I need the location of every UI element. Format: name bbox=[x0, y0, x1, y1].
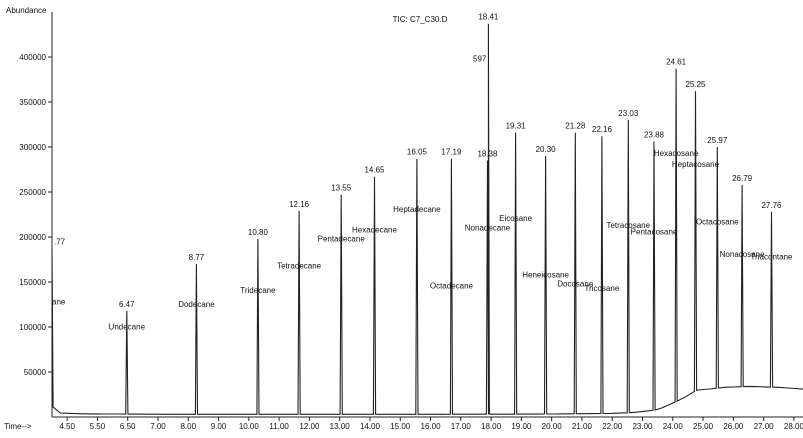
x-tick-label: 12.00 bbox=[299, 422, 320, 431]
peak-name-label: Hexacosane bbox=[654, 149, 699, 158]
peak-name-label: Tricosane bbox=[585, 284, 620, 293]
x-tick-label: 21.00 bbox=[572, 422, 593, 431]
axes-layer bbox=[48, 12, 803, 421]
tic-trace bbox=[51, 23, 803, 415]
x-tick-label: 9.00 bbox=[211, 422, 227, 431]
peak-time-label: 18.41 bbox=[478, 13, 499, 22]
x-tick-label: 27.00 bbox=[754, 422, 775, 431]
x-tick-label: 19.00 bbox=[511, 422, 532, 431]
y-tick-label: 300000 bbox=[19, 143, 46, 152]
peak-name-label: Eicosane bbox=[499, 214, 532, 223]
peak-name-label: Pentadecane bbox=[318, 235, 366, 244]
y-tick-label: 250000 bbox=[19, 188, 46, 197]
x-tick-label: 17.00 bbox=[451, 422, 472, 431]
x-tick-label: 13.00 bbox=[330, 422, 351, 431]
peak-time-label: 6.47 bbox=[119, 300, 135, 309]
x-tick-label: 7.00 bbox=[150, 422, 166, 431]
x-tick-label: 23.00 bbox=[632, 422, 653, 431]
peak-name-label: Triacontane bbox=[751, 253, 794, 262]
y-tick-label: 50000 bbox=[24, 368, 47, 377]
peak-time-label: 14.65 bbox=[364, 166, 385, 175]
y-tick-label: 100000 bbox=[19, 323, 46, 332]
peak-time-label: 26.79 bbox=[732, 174, 753, 183]
peak-time-label: 8.77 bbox=[189, 253, 205, 262]
peak-name-label: Heneicosane bbox=[522, 271, 569, 280]
peak-time-label: 20.30 bbox=[536, 145, 557, 154]
y-axis-title: Abundance bbox=[6, 6, 47, 15]
x-tick-label: 15.00 bbox=[390, 422, 411, 431]
x-tick-label: 25.00 bbox=[693, 422, 714, 431]
peak-time-label: 22.16 bbox=[592, 125, 613, 134]
peak-name-label: Tridecane bbox=[240, 286, 276, 295]
peak-time-label: 17.19 bbox=[441, 148, 462, 157]
peak-time-label: 19.31 bbox=[506, 122, 527, 131]
x-tick-label: 5.50 bbox=[90, 422, 106, 431]
x-tick-label: 10.00 bbox=[239, 422, 260, 431]
peak-time-label: 23.88 bbox=[644, 131, 665, 140]
peak-name-label: Undecane bbox=[109, 323, 146, 332]
y-tick-label: 350000 bbox=[19, 98, 46, 107]
peak-time-label: 24.61 bbox=[666, 58, 687, 67]
x-tick-label: 28.00 bbox=[784, 422, 803, 431]
x-axis-title: Time--> bbox=[4, 422, 32, 431]
peak-name-label: Hexadecane bbox=[352, 226, 397, 235]
x-tick-label: 11.00 bbox=[269, 422, 289, 431]
peak-time-label: 25.97 bbox=[707, 136, 728, 145]
peak-time-label: 21.28 bbox=[565, 122, 586, 131]
peak-name-label: Heptadecane bbox=[393, 205, 441, 214]
peak-name-label: Nonadecane bbox=[465, 224, 511, 233]
x-tick-label: 20.00 bbox=[542, 422, 563, 431]
peak-name-label: Tetracosane bbox=[606, 221, 650, 230]
x-tick-label: 4.50 bbox=[59, 422, 75, 431]
label-layer: Abundance Time--> TIC: C7_C30.D 50000 100000… bbox=[4, 6, 803, 431]
inline-annotation: 597 bbox=[473, 55, 487, 64]
x-tick-label: 26.00 bbox=[723, 422, 744, 431]
y-tick-label: 400000 bbox=[19, 53, 46, 62]
peak-name-label: Octadecane bbox=[430, 281, 474, 290]
peak-time-label: 27.76 bbox=[761, 201, 782, 210]
y-tick-label: 200000 bbox=[19, 233, 46, 242]
peak-name-label: Octacosane bbox=[696, 217, 739, 226]
peak-name-label: ane bbox=[52, 298, 66, 307]
peak-time-label: 25.25 bbox=[685, 80, 706, 89]
peak-name-label: Pentacosane bbox=[631, 227, 678, 236]
peak-time-label: 18.38 bbox=[477, 150, 498, 159]
peak-time-label: 12.16 bbox=[289, 200, 310, 209]
x-tick-label: 14.00 bbox=[360, 422, 381, 431]
trace-layer bbox=[51, 23, 803, 415]
peak-name-label: Docosane bbox=[557, 280, 594, 289]
x-tick-label: 24.00 bbox=[663, 422, 684, 431]
x-tick-label: 18.00 bbox=[481, 422, 502, 431]
peak-name-label: Heptacosane bbox=[672, 160, 720, 169]
peak-time-label: 13.55 bbox=[331, 184, 352, 193]
peak-time-label: 16.05 bbox=[407, 148, 428, 157]
y-tick-label: 150000 bbox=[19, 278, 46, 287]
x-tick-label: 22.00 bbox=[602, 422, 623, 431]
peak-name-label: Dodecane bbox=[178, 300, 215, 309]
peak-name-label: Nonacosane bbox=[720, 250, 765, 259]
x-tick-label: 16.00 bbox=[421, 422, 442, 431]
peak-time-label: 23.03 bbox=[618, 109, 639, 118]
x-tick-label: 6.50 bbox=[120, 422, 136, 431]
peak-time-label: .77 bbox=[54, 238, 66, 247]
peak-time-label: 10.80 bbox=[248, 228, 269, 237]
chart-title: TIC: C7_C30.D bbox=[393, 15, 448, 24]
x-tick-label: 8.00 bbox=[180, 422, 196, 431]
peak-name-label: Tetradecane bbox=[277, 262, 322, 271]
